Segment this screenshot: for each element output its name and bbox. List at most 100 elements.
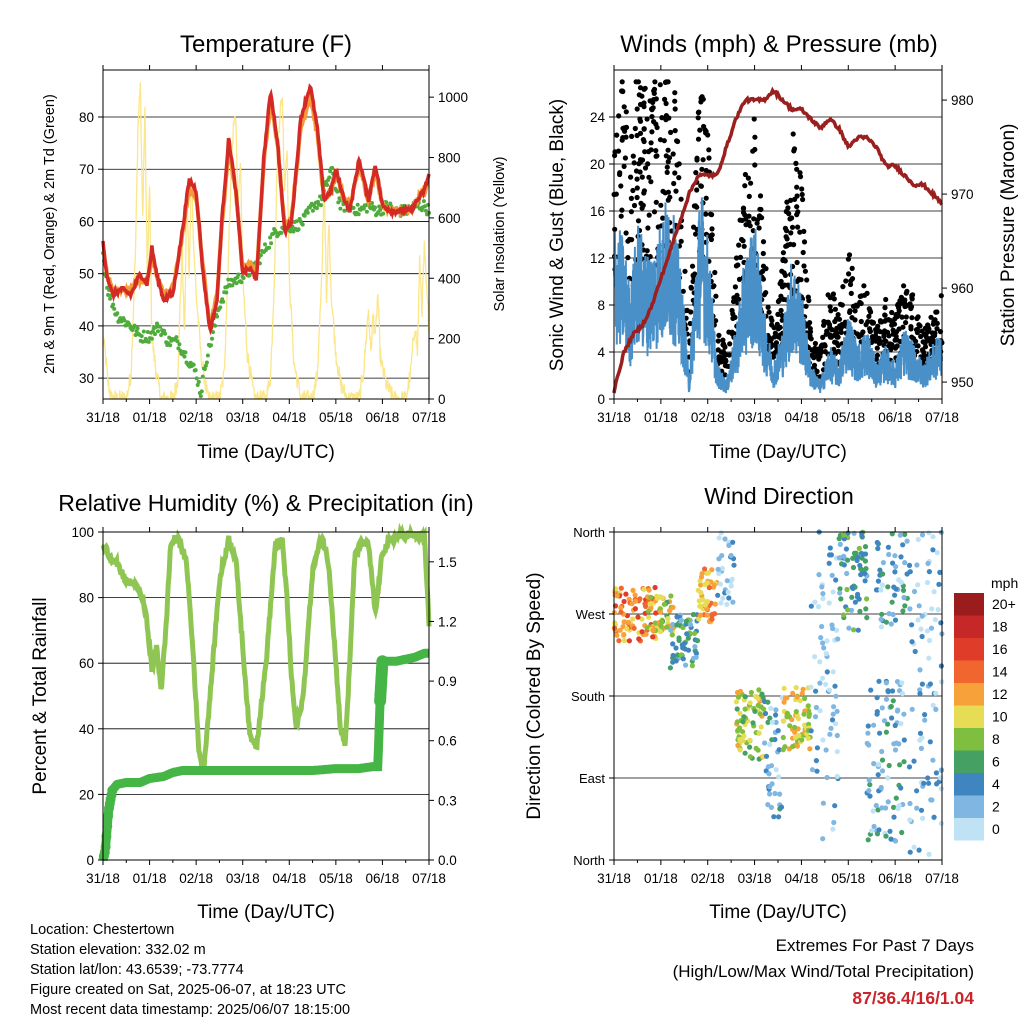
gust-point (828, 308, 834, 314)
gust-point (630, 153, 636, 159)
direction-point (756, 687, 762, 693)
gust-point (637, 169, 643, 175)
gust-point (637, 159, 643, 165)
direction-title: Wind Direction (704, 483, 854, 509)
direction-point (917, 667, 923, 673)
direction-point (776, 814, 782, 820)
direction-point (907, 817, 913, 823)
direction-point (758, 724, 764, 730)
temp-2m-line (101, 83, 431, 336)
gust-point (736, 242, 742, 248)
gust-point (622, 128, 628, 134)
direction-point (901, 711, 907, 717)
direction-point (870, 808, 876, 814)
gust-point (694, 187, 700, 193)
direction-point (831, 704, 837, 710)
direction-point (759, 691, 765, 697)
gust-point (641, 126, 647, 132)
wind-series (613, 197, 943, 394)
direction-point (931, 814, 937, 820)
gust-point (896, 326, 902, 332)
x-tick-label: 31/18 (597, 871, 631, 886)
direction-point (924, 579, 931, 586)
gust-point (801, 239, 808, 245)
direction-point (834, 708, 840, 714)
x-tick-label: 02/18 (691, 410, 725, 425)
dewpoint-point (177, 342, 182, 347)
y-tick-label: 60 (79, 214, 94, 229)
direction-point (767, 715, 773, 721)
y-tick-label: 8 (597, 298, 605, 313)
gust-point (731, 295, 737, 301)
gust-point (780, 296, 787, 302)
gust-point (791, 146, 798, 152)
gust-point (707, 211, 714, 217)
direction-point (747, 754, 754, 760)
gust-point (891, 321, 898, 327)
direction-point (857, 562, 863, 569)
gust-point (896, 308, 902, 314)
direction-point (731, 562, 737, 568)
dewpoint-point (373, 205, 377, 210)
gust-point (672, 90, 678, 96)
gust-point (892, 316, 898, 322)
direction-point (902, 531, 908, 538)
gust-point (920, 339, 926, 345)
legend-label: 10 (992, 709, 1008, 725)
gust-point (732, 284, 739, 290)
direction-point (618, 585, 624, 591)
y2-tick-label: 1.5 (438, 555, 457, 570)
extremes-title: Extremes For Past 7 Days (775, 936, 974, 955)
y2-tick-label: 200 (438, 332, 461, 347)
precip-point (101, 831, 112, 842)
humidity-title: Relative Humidity (%) & Precipitation (i… (58, 490, 473, 516)
x-tick-label: 07/18 (412, 871, 446, 886)
gust-point (908, 326, 914, 332)
direction-point (878, 616, 884, 623)
gust-point (628, 174, 634, 180)
gust-point (651, 90, 657, 96)
gust-point (634, 176, 640, 182)
direction-point (669, 632, 675, 638)
y-tick-label: 0 (86, 853, 94, 868)
gust-point (903, 303, 909, 309)
direction-point (758, 704, 764, 710)
direction-point (626, 638, 633, 644)
direction-point (736, 725, 743, 731)
gust-point (797, 174, 804, 180)
direction-axes: 31/18 01/18 02/18 03/18 04/18 05/18 06/18 07/18… (571, 525, 959, 886)
direction-point (767, 791, 773, 797)
gust-point (751, 116, 757, 122)
direction-point (834, 627, 840, 633)
gust-point (760, 250, 766, 257)
x-tick-label: 07/18 (925, 410, 959, 425)
direction-point (837, 590, 843, 596)
gust-point (886, 333, 892, 339)
direction-point (889, 688, 896, 694)
gust-point (811, 362, 818, 368)
direction-point (851, 550, 858, 556)
gust-point (809, 347, 815, 353)
direction-point (802, 695, 808, 702)
y2-tick-label: 1000 (438, 90, 468, 105)
direction-point (845, 557, 851, 563)
direction-point (737, 736, 743, 743)
direction-point (912, 648, 918, 655)
gust-point (740, 209, 747, 216)
legend-swatch (954, 660, 984, 683)
direction-point (883, 729, 890, 735)
dewpoint-point (268, 235, 273, 240)
y2-tick-label: 950 (951, 375, 974, 390)
legend-label: 2 (992, 799, 1000, 815)
direction-point (778, 804, 785, 810)
direction-point (837, 541, 843, 548)
direction-point (668, 593, 674, 599)
direction-point (928, 797, 934, 803)
dewpoint-point (381, 211, 386, 216)
gust-point (776, 297, 783, 303)
gust-point (787, 241, 794, 247)
direction-point (755, 747, 761, 753)
direction-point (867, 782, 873, 788)
direction-point (737, 747, 743, 753)
direction-point (734, 706, 740, 712)
